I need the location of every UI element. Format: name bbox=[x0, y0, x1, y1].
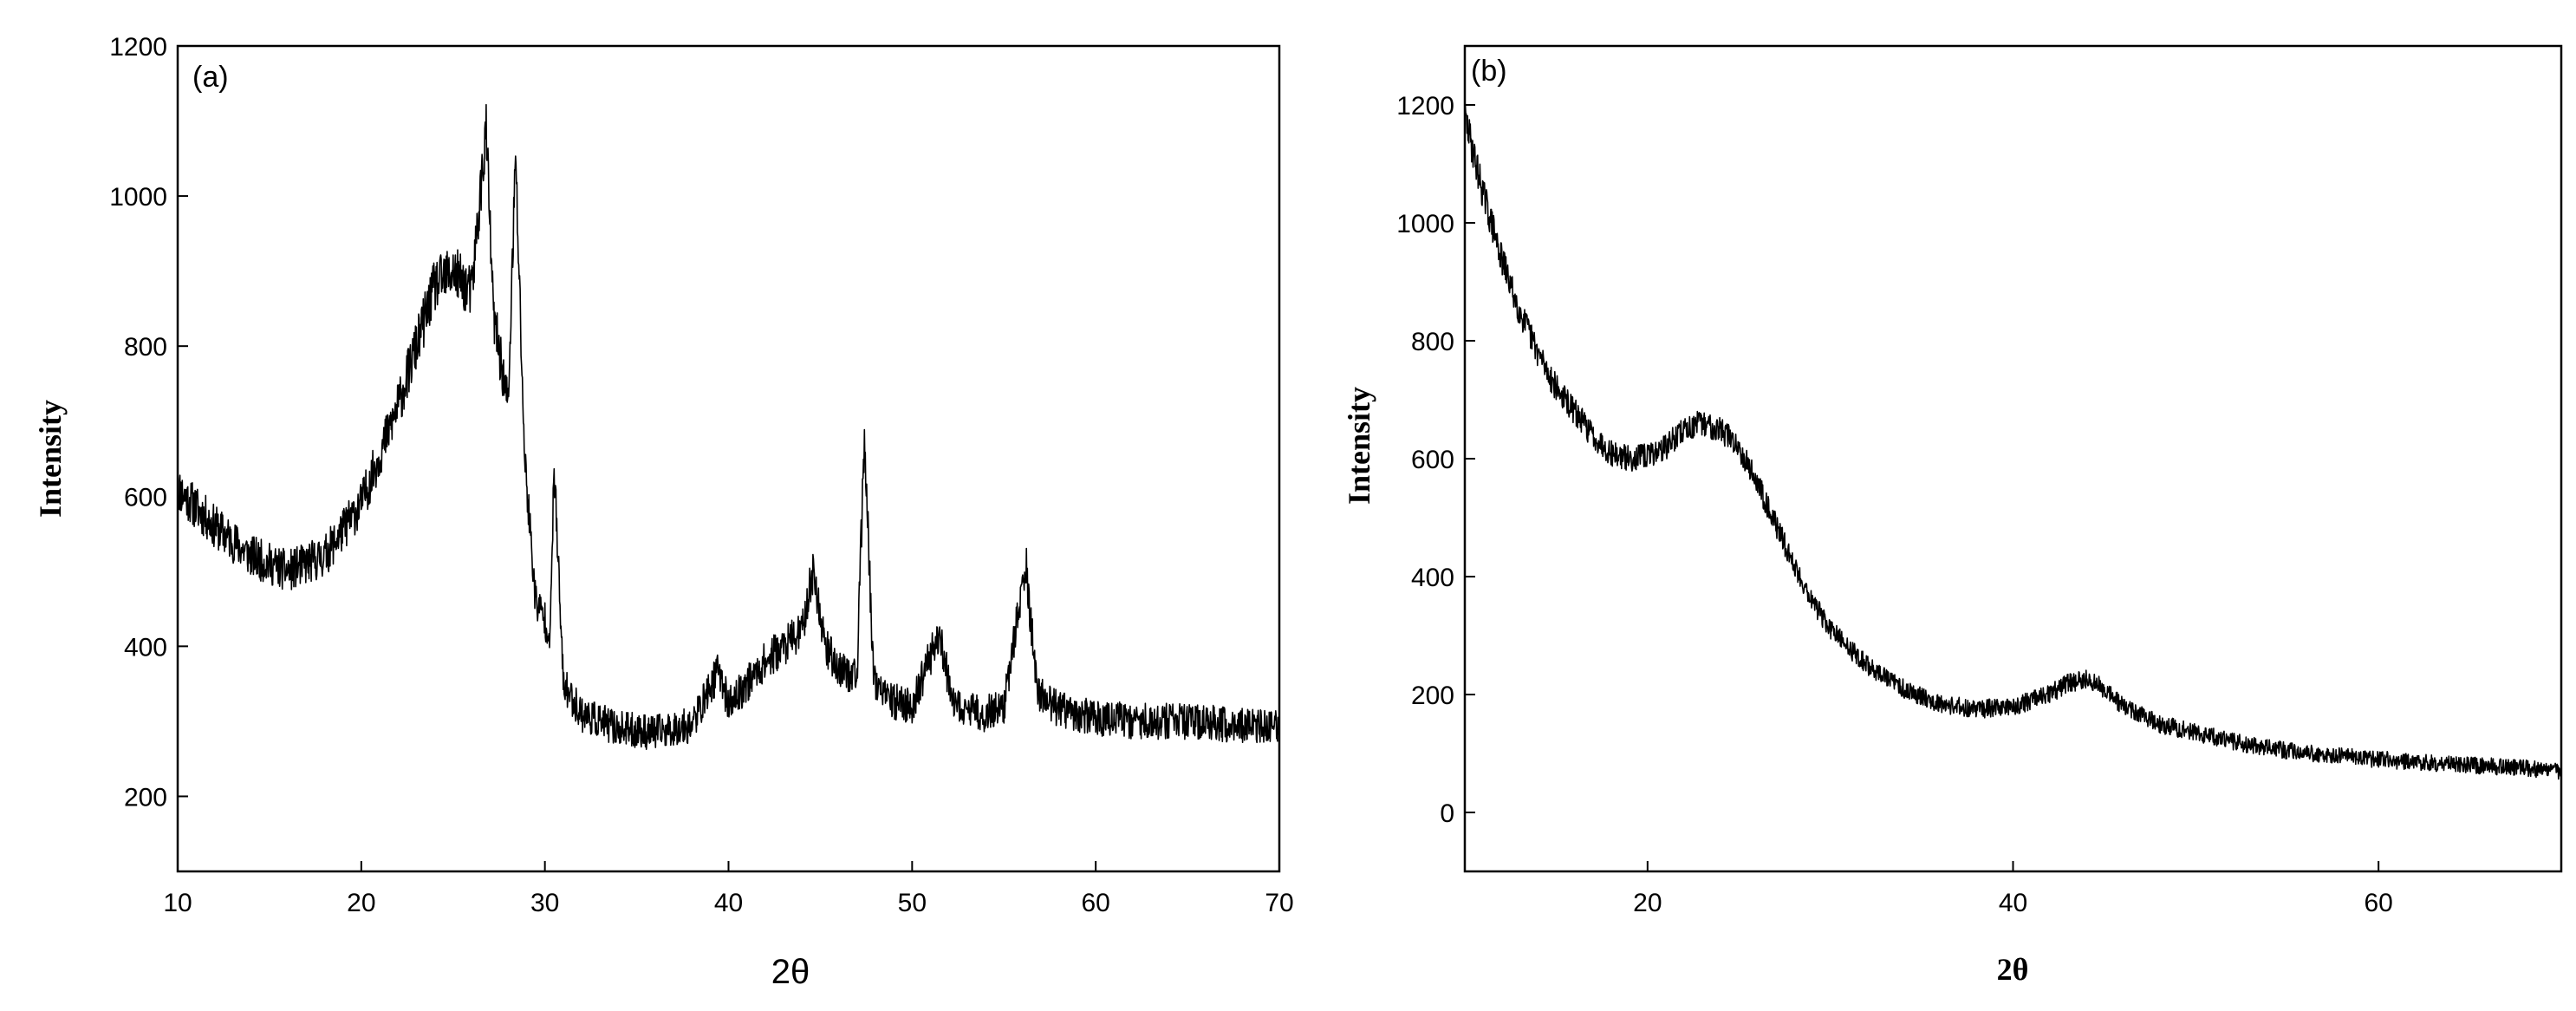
y-tick-label: 400 bbox=[124, 633, 167, 662]
y-tick-labels: 0 200 400 600 800 1000 1200 bbox=[1396, 92, 1454, 828]
x-tick-label: 60 bbox=[1081, 889, 1109, 917]
y-axis-label: Intensity bbox=[33, 400, 68, 518]
x-axis-label: 2θ bbox=[1997, 952, 2029, 987]
y-tick-label: 600 bbox=[1411, 446, 1454, 474]
y-tick-label: 400 bbox=[1411, 564, 1454, 592]
x-tick-label: 60 bbox=[2364, 889, 2392, 917]
x-tick-label: 70 bbox=[1265, 889, 1293, 917]
panel-label: (b) bbox=[1471, 55, 1507, 88]
x-tick-label: 20 bbox=[347, 889, 375, 917]
plot-frame bbox=[176, 44, 1281, 873]
x-tick-label: 50 bbox=[898, 889, 927, 917]
y-tick-label: 200 bbox=[124, 783, 167, 812]
tick-marks bbox=[177, 45, 1280, 871]
x-tick-label: 10 bbox=[163, 889, 192, 917]
y-tick-label: 1000 bbox=[109, 183, 167, 212]
x-tick-labels: 20 40 60 bbox=[1633, 889, 2393, 917]
y-tick-label: 1000 bbox=[1396, 210, 1454, 238]
series-line bbox=[177, 103, 1280, 750]
tick-marks bbox=[1465, 104, 2380, 871]
x-tick-label: 40 bbox=[1999, 889, 2027, 917]
x-tick-label: 20 bbox=[1633, 889, 1662, 917]
y-tick-label: 1200 bbox=[1396, 92, 1454, 121]
series-line bbox=[1464, 103, 2562, 780]
y-tick-labels: 200 400 600 800 1000 1200 bbox=[109, 33, 167, 812]
x-tick-label: 40 bbox=[714, 889, 743, 917]
x-axis-label: 2θ bbox=[771, 953, 810, 991]
y-axis-label: Intensity bbox=[1342, 387, 1376, 505]
x-tick-label: 30 bbox=[530, 889, 559, 917]
y-tick-label: 0 bbox=[1440, 799, 1454, 828]
y-tick-label: 600 bbox=[124, 483, 167, 512]
panel-label: (a) bbox=[192, 61, 229, 94]
y-tick-label: 800 bbox=[1411, 328, 1454, 356]
chart-panel-b: 20 40 60 0 200 400 600 800 1000 1200 (b) 2θ Inte… bbox=[1342, 44, 2563, 987]
y-tick-label: 1200 bbox=[109, 33, 167, 62]
y-tick-label: 200 bbox=[1411, 682, 1454, 710]
y-tick-label: 800 bbox=[124, 333, 167, 362]
x-tick-labels: 10 20 30 40 50 60 70 bbox=[163, 889, 1293, 917]
